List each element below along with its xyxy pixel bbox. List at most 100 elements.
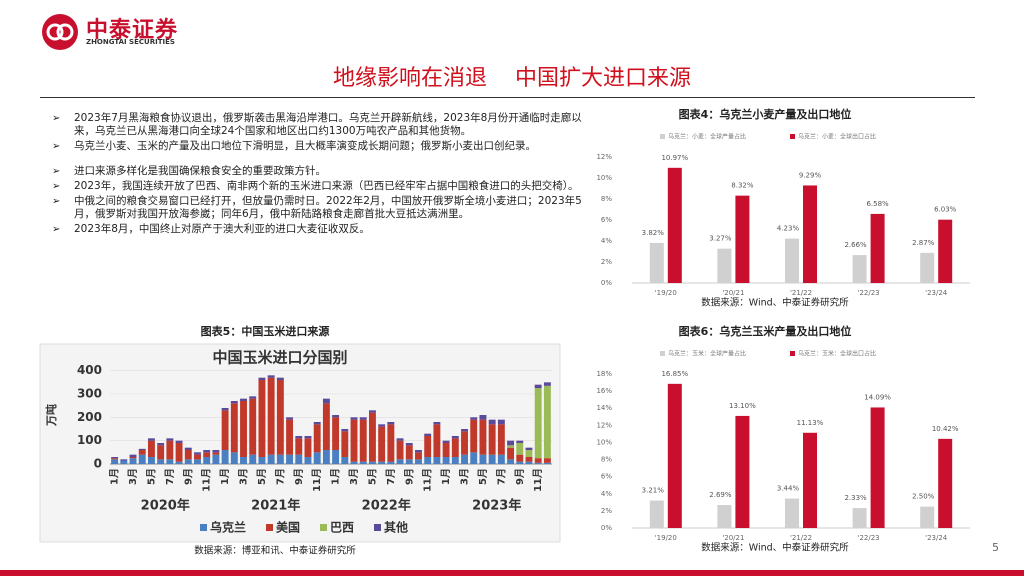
- bar-segment: [129, 458, 137, 464]
- bar: [785, 498, 799, 528]
- chart-subtitle: 中国玉米进口分国别: [212, 349, 347, 367]
- bar-segment: [461, 429, 468, 432]
- x-tick-label: 7月: [274, 468, 286, 485]
- y-tick-label: 4%: [601, 237, 612, 245]
- value-label: 16.85%: [661, 370, 688, 378]
- value-label: 2.50%: [912, 493, 935, 501]
- bar-segment: [350, 461, 358, 464]
- bar-segment: [543, 385, 551, 459]
- bar-segment: [304, 436, 312, 439]
- bar-segment: [332, 415, 340, 418]
- bar: [785, 238, 799, 283]
- bar-segment: [516, 443, 524, 455]
- legend-swatch: [374, 524, 381, 531]
- x-tick-label: '21/22: [790, 534, 812, 542]
- bar-segment: [166, 440, 174, 460]
- bar: [870, 407, 885, 528]
- bar: [938, 438, 953, 528]
- value-label: 4.23%: [777, 225, 800, 233]
- bar-segment: [470, 452, 478, 464]
- bar-segment: [341, 429, 349, 432]
- bar-segment: [194, 452, 201, 455]
- x-tick-label: 9月: [293, 468, 305, 485]
- bullet: 中俄之间的粮食交易窗口已经打开，但放量仍需时日。2022年2月，中国放开俄罗斯全…: [52, 195, 582, 221]
- y-tick-label: 12%: [596, 153, 612, 161]
- legend-swatch: [660, 351, 665, 356]
- x-tick-label: 9月: [514, 468, 526, 485]
- legend-swatch: [790, 351, 795, 356]
- y-tick-label: 300: [77, 387, 102, 401]
- bar-segment: [543, 458, 551, 463]
- value-label: 3.82%: [642, 229, 665, 237]
- bar-segment: [415, 459, 422, 464]
- y-tick-label: 4%: [601, 490, 612, 498]
- bar-segment: [184, 459, 192, 464]
- value-label: 2.66%: [844, 241, 867, 249]
- bar-segment: [258, 377, 266, 380]
- page-number: 5: [992, 541, 999, 554]
- bar-segment: [405, 443, 413, 446]
- bar-segment: [249, 396, 257, 399]
- bar-segment: [396, 438, 404, 441]
- bar-segment: [230, 452, 238, 464]
- bar-segment: [304, 438, 312, 457]
- bar-segment: [341, 431, 349, 457]
- bar-segment: [359, 419, 367, 462]
- bar-segment: [488, 454, 496, 464]
- bar-segment: [322, 450, 330, 464]
- bar-segment: [138, 448, 146, 450]
- bullet: 进口来源多样化是我国确保粮食安全的重要政策方针。: [52, 165, 582, 178]
- y-tick-label: 6%: [601, 473, 612, 481]
- x-tick-label: 9月: [403, 468, 415, 485]
- x-tick-label: '22/23: [858, 289, 880, 297]
- bar-segment: [415, 452, 422, 460]
- bar-segment: [433, 422, 441, 425]
- bar: [735, 195, 750, 283]
- x-tick-label: '19/20: [655, 534, 677, 542]
- bar: [649, 500, 664, 528]
- legend-label: 乌克兰：小麦：全球产量占比: [668, 133, 746, 141]
- bar-segment: [313, 424, 321, 453]
- bar-segment: [488, 424, 496, 455]
- bar-segment: [470, 417, 478, 420]
- bar-segment: [479, 415, 487, 420]
- legend-label: 乌克兰：小麦：全球出口占比: [798, 133, 876, 141]
- x-tick-label: '23/24: [925, 289, 948, 297]
- y-tick-label: 12%: [596, 421, 612, 429]
- bar-segment: [175, 440, 183, 443]
- legend-label: 乌克兰: [210, 520, 246, 535]
- value-label: 8.32%: [731, 182, 754, 190]
- value-label: 2.69%: [709, 491, 732, 499]
- bar-segment: [276, 380, 284, 455]
- y-tick-label: 100: [77, 433, 102, 447]
- bar: [803, 432, 817, 528]
- logo-text: 中泰证券: [86, 18, 179, 43]
- legend-label: 美国: [276, 520, 300, 535]
- x-group-label: 2022年: [362, 498, 411, 514]
- bar-segment: [212, 452, 220, 455]
- y-tick-label: 16%: [596, 387, 612, 395]
- chart-title: 图表6：乌克兰玉米产量及出口地位: [679, 324, 852, 338]
- y-tick-label: 8%: [601, 456, 612, 464]
- y-tick-label: 18%: [596, 370, 612, 378]
- x-tick-label: 9月: [182, 468, 194, 485]
- bar-segment: [286, 417, 294, 420]
- value-label: 3.21%: [642, 487, 665, 495]
- bar-segment: [230, 401, 238, 404]
- bar-segment: [203, 450, 211, 453]
- bar-segment: [230, 403, 238, 453]
- bar-segment: [534, 388, 542, 459]
- bar-segment: [194, 454, 201, 460]
- y-tick-label: 400: [77, 363, 102, 377]
- x-tick-label: '23/24: [925, 534, 948, 542]
- bar-segment: [166, 438, 174, 441]
- x-tick-label: 5月: [145, 468, 157, 485]
- bar-segment: [507, 440, 515, 446]
- x-group-label: 2023年: [472, 498, 521, 514]
- bar-segment: [442, 440, 450, 443]
- bar: [735, 415, 750, 528]
- x-tick-label: 7月: [495, 468, 507, 485]
- legend-label: 其他: [384, 520, 408, 535]
- bar: [920, 252, 935, 283]
